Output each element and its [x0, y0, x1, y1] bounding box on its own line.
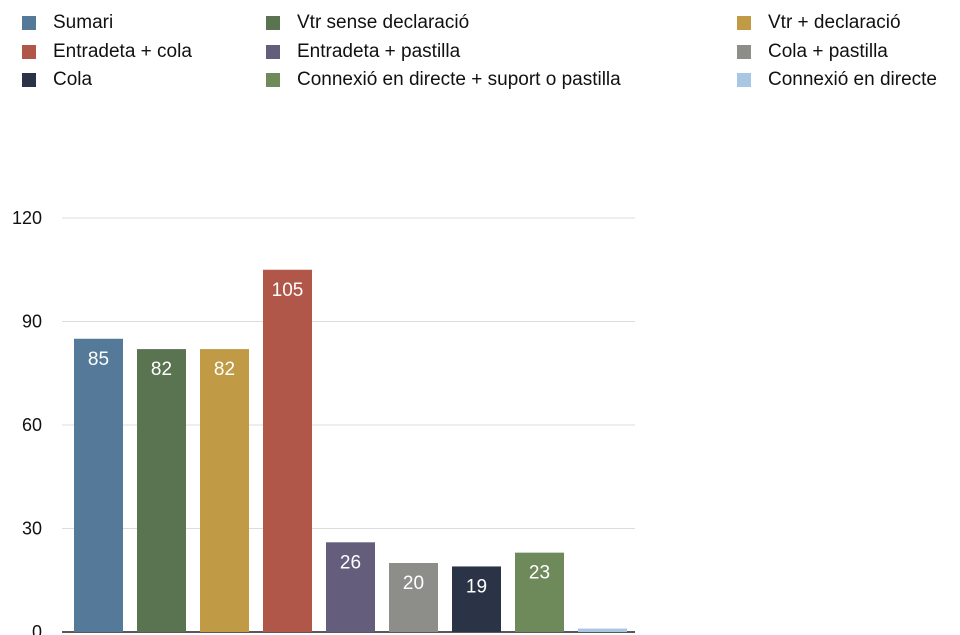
data-label: 82: [151, 359, 172, 380]
legend-label: Cola: [53, 69, 93, 90]
legend-label: Vtr + declaració: [768, 12, 901, 33]
y-tick-label: 60: [22, 415, 42, 435]
legend-swatch: [22, 45, 36, 59]
legend-item: Vtr + declaració: [737, 11, 901, 35]
legend-label: Connexió en directe + suport o pastilla: [297, 69, 621, 90]
legend-label: Vtr sense declaració: [297, 12, 470, 33]
legend-swatch: [266, 45, 280, 59]
legend-label: Connexió en directe: [768, 69, 937, 90]
legend-item: Cola: [22, 68, 92, 92]
legend-item: Cola + pastilla: [737, 40, 888, 64]
data-label: 23: [529, 563, 550, 584]
bar: [578, 628, 627, 632]
legend-item: Sumari: [22, 11, 113, 35]
legend-swatch: [737, 45, 751, 59]
legend-swatch: [266, 73, 280, 87]
y-tick-label: 0: [32, 622, 42, 635]
y-tick-label: 30: [22, 519, 42, 539]
legend-label: Cola + pastilla: [768, 41, 888, 62]
bar: [389, 563, 438, 632]
chart-legend: Sumari Vtr sense declaració Vtr + declarac…: [0, 0, 960, 100]
data-label: 85: [88, 349, 109, 370]
data-label: 19: [466, 576, 487, 597]
legend-swatch: [266, 16, 280, 30]
data-label: 82: [214, 359, 235, 380]
legend-swatch: [737, 73, 751, 87]
y-tick-label: 120: [12, 208, 42, 228]
bar: [200, 349, 249, 632]
data-label: 105: [272, 280, 304, 301]
legend-item: Connexió en directe: [737, 68, 937, 92]
legend-item: Entradeta + cola: [22, 40, 192, 64]
bar: [137, 349, 186, 632]
bar: [326, 542, 375, 632]
legend-swatch: [737, 16, 751, 30]
y-tick-label: 90: [22, 312, 42, 332]
bar: [263, 269, 312, 632]
legend-item: Vtr sense declaració: [266, 11, 469, 35]
legend-label: Entradeta + pastilla: [297, 41, 461, 62]
legend-item: Connexió en directe + suport o pastilla: [266, 68, 621, 92]
legend-swatch: [22, 73, 36, 87]
legend-swatch: [22, 16, 36, 30]
legend-label: Entradeta + cola: [53, 41, 192, 62]
bar: [452, 566, 501, 632]
bar: [515, 552, 564, 632]
legend-label: Sumari: [53, 12, 114, 33]
data-label: 26: [340, 552, 361, 573]
bar: [74, 338, 123, 632]
data-label: 20: [403, 573, 424, 594]
legend-item: Entradeta + pastilla: [266, 40, 460, 64]
